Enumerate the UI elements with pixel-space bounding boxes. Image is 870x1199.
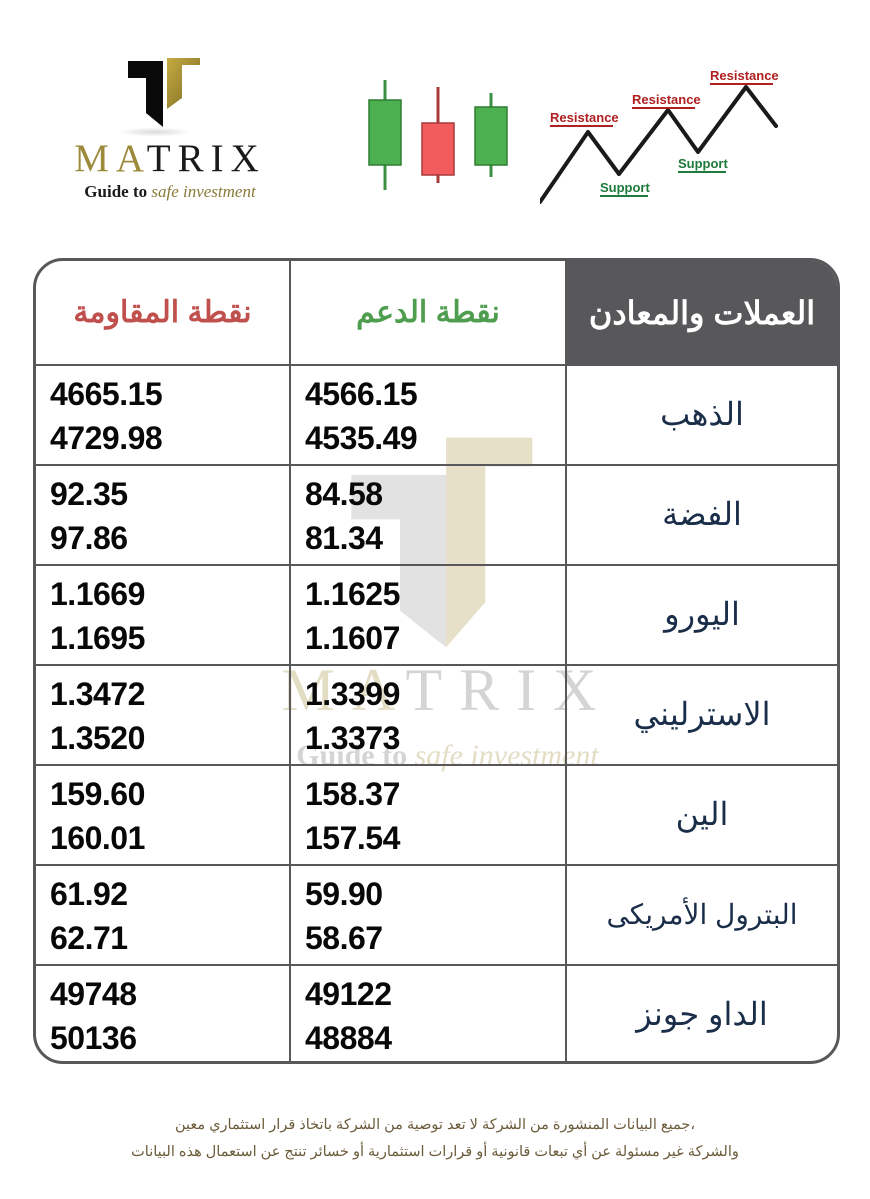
svg-text:Resistance: Resistance [710,68,779,83]
svg-text:Support: Support [678,156,728,171]
svg-text:Resistance: Resistance [550,110,619,125]
svg-text:Support: Support [600,180,650,195]
svg-text:Resistance: Resistance [632,92,701,107]
